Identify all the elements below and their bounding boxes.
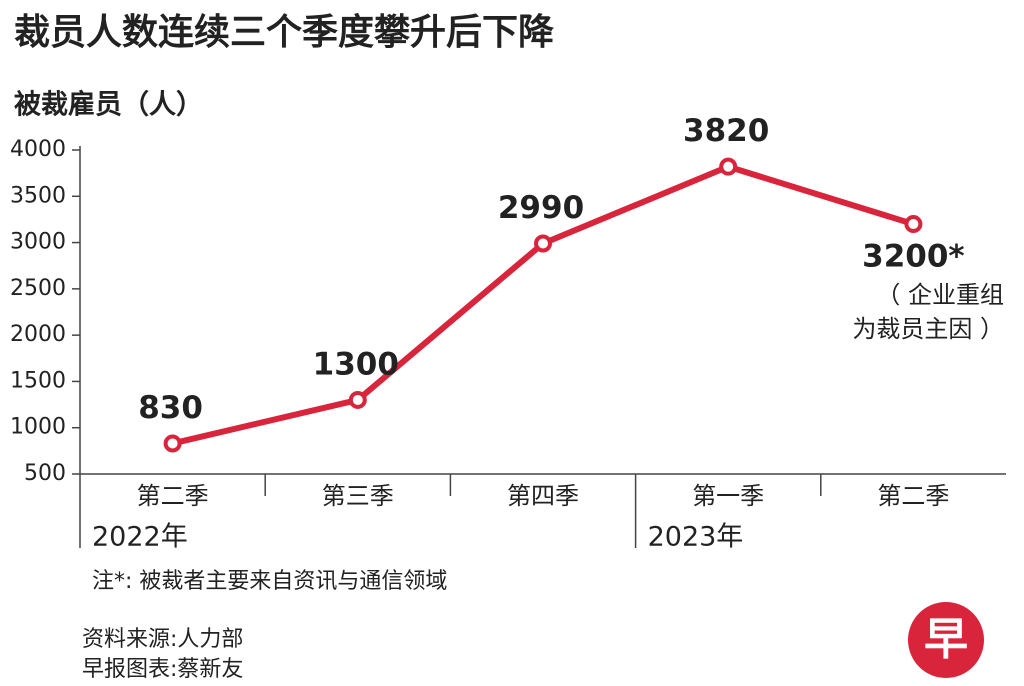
annotation: （ 企业重组 [876, 281, 1004, 309]
data-label: 1300 [313, 346, 399, 382]
year-label: 2023年 [648, 522, 744, 553]
x-tick-label: 第二季 [877, 482, 949, 510]
y-tick-label: 4000 [10, 137, 66, 162]
credit: 早报图表:蔡新友 [82, 657, 243, 682]
annotation: 为裁员主因 ） [852, 315, 1004, 343]
year-label: 2022年 [92, 522, 188, 553]
y-tick-label: 2000 [10, 322, 66, 347]
chart-title: 裁员人数连续三个季度攀升后下降 [14, 12, 554, 53]
y-tick-label: 1000 [10, 415, 66, 440]
data-label: 830 [138, 390, 203, 426]
x-tick-label: 第二季 [137, 482, 209, 510]
data-label: 3820 [683, 113, 769, 149]
logo-badge [908, 602, 984, 678]
marker [163, 434, 182, 453]
marker [348, 390, 367, 409]
y-tick-label: 500 [24, 461, 66, 486]
marker [719, 157, 738, 176]
marker [534, 234, 552, 253]
data-label: 3200* [862, 239, 965, 275]
data-label: 2990 [498, 190, 584, 226]
y-tick-label: 3000 [10, 230, 66, 255]
x-tick-label: 第一季 [692, 482, 764, 510]
source: 资料来源:人力部 [82, 627, 243, 652]
marker [904, 215, 923, 234]
y-tick-label: 1500 [10, 368, 66, 393]
x-tick-label: 第四季 [507, 482, 579, 510]
x-tick-label: 第三季 [322, 482, 394, 510]
y-tick-label: 3500 [10, 183, 66, 208]
logo: 早 [924, 614, 968, 665]
note: 注*: 被裁者主要来自资讯与通信领域 [92, 569, 447, 594]
y-axis-label: 被裁雇员（人） [14, 89, 203, 121]
y-tick-label: 2500 [10, 276, 66, 301]
